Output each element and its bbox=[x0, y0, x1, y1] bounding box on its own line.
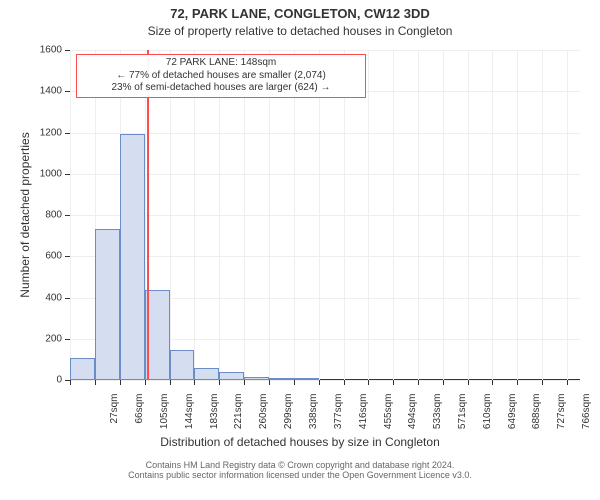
histogram-bar bbox=[70, 358, 95, 380]
xtick-mark bbox=[95, 380, 96, 385]
xtick-label: 610sqm bbox=[482, 394, 493, 444]
gridline-vertical bbox=[269, 50, 270, 380]
annotation-line-3: 23% of semi-detached houses are larger (… bbox=[83, 82, 359, 95]
xtick-mark bbox=[418, 380, 419, 385]
chart-subtitle: Size of property relative to detached ho… bbox=[0, 24, 600, 38]
xtick-label: 144sqm bbox=[184, 394, 195, 444]
xtick-mark bbox=[344, 380, 345, 385]
gridline-horizontal bbox=[70, 380, 580, 381]
chart-footer: Contains HM Land Registry data © Crown c… bbox=[0, 460, 600, 480]
footer-line: Contains HM Land Registry data © Crown c… bbox=[0, 460, 600, 470]
gridline-vertical bbox=[418, 50, 419, 380]
xtick-mark bbox=[368, 380, 369, 385]
histogram-bar bbox=[269, 378, 294, 380]
xtick-label: 221sqm bbox=[233, 394, 244, 444]
xtick-mark bbox=[517, 380, 518, 385]
xtick-label: 571sqm bbox=[457, 394, 468, 444]
gridline-vertical bbox=[170, 50, 171, 380]
gridline-vertical bbox=[443, 50, 444, 380]
xtick-mark bbox=[120, 380, 121, 385]
gridline-vertical bbox=[294, 50, 295, 380]
xtick-label: 416sqm bbox=[358, 394, 369, 444]
xtick-label: 455sqm bbox=[383, 394, 394, 444]
ytick-label: 1000 bbox=[0, 168, 62, 179]
ytick-label: 1200 bbox=[0, 127, 62, 138]
xtick-mark bbox=[443, 380, 444, 385]
ytick-label: 600 bbox=[0, 251, 62, 262]
gridline-vertical bbox=[468, 50, 469, 380]
gridline-vertical bbox=[194, 50, 195, 380]
xtick-mark bbox=[244, 380, 245, 385]
xtick-label: 533sqm bbox=[432, 394, 443, 444]
histogram-bar bbox=[294, 378, 319, 380]
chart-title: 72, PARK LANE, CONGLETON, CW12 3DD bbox=[0, 6, 600, 21]
gridline-vertical bbox=[368, 50, 369, 380]
histogram-bar bbox=[244, 377, 269, 380]
histogram-bar bbox=[170, 350, 194, 380]
xtick-label: 494sqm bbox=[407, 394, 418, 444]
xtick-mark bbox=[70, 380, 71, 385]
gridline-vertical bbox=[344, 50, 345, 380]
marker-annotation: 72 PARK LANE: 148sqm ← 77% of detached h… bbox=[76, 54, 366, 98]
ytick-label: 800 bbox=[0, 210, 62, 221]
ytick-label: 400 bbox=[0, 292, 62, 303]
gridline-vertical bbox=[319, 50, 320, 380]
ytick-label: 0 bbox=[0, 375, 62, 386]
xtick-label: 727sqm bbox=[556, 394, 567, 444]
property-size-chart: 72, PARK LANE, CONGLETON, CW12 3DD Size … bbox=[0, 0, 600, 500]
xtick-label: 338sqm bbox=[308, 394, 319, 444]
xtick-mark bbox=[269, 380, 270, 385]
gridline-vertical bbox=[70, 50, 71, 380]
annotation-line-2: ← 77% of detached houses are smaller (2,… bbox=[83, 70, 359, 83]
gridline-vertical bbox=[492, 50, 493, 380]
xtick-label: 688sqm bbox=[531, 394, 542, 444]
xtick-label: 105sqm bbox=[159, 394, 170, 444]
xtick-mark bbox=[492, 380, 493, 385]
xtick-mark bbox=[393, 380, 394, 385]
xtick-mark bbox=[170, 380, 171, 385]
annotation-line-1: 72 PARK LANE: 148sqm bbox=[83, 57, 359, 70]
histogram-bar bbox=[194, 368, 219, 380]
xtick-label: 66sqm bbox=[134, 394, 145, 444]
xtick-label: 27sqm bbox=[109, 394, 120, 444]
ytick-label: 200 bbox=[0, 333, 62, 344]
xtick-mark bbox=[145, 380, 146, 385]
gridline-vertical bbox=[517, 50, 518, 380]
xtick-mark bbox=[194, 380, 195, 385]
xtick-label: 649sqm bbox=[507, 394, 518, 444]
histogram-bar bbox=[120, 134, 145, 380]
xtick-label: 766sqm bbox=[581, 394, 592, 444]
histogram-bar bbox=[219, 372, 244, 380]
footer-line: Contains public sector information licen… bbox=[0, 470, 600, 480]
gridline-vertical bbox=[567, 50, 568, 380]
xtick-label: 377sqm bbox=[333, 394, 344, 444]
xtick-mark bbox=[294, 380, 295, 385]
xtick-mark bbox=[319, 380, 320, 385]
xtick-label: 183sqm bbox=[209, 394, 220, 444]
histogram-bar bbox=[95, 229, 120, 380]
xtick-label: 299sqm bbox=[283, 394, 294, 444]
xtick-mark bbox=[468, 380, 469, 385]
xtick-mark bbox=[219, 380, 220, 385]
gridline-vertical bbox=[542, 50, 543, 380]
gridline-vertical bbox=[244, 50, 245, 380]
ytick-label: 1600 bbox=[0, 45, 62, 56]
gridline-vertical bbox=[219, 50, 220, 380]
plot-area: 72 PARK LANE: 148sqm ← 77% of detached h… bbox=[70, 50, 580, 380]
xtick-label: 260sqm bbox=[258, 394, 269, 444]
gridline-vertical bbox=[393, 50, 394, 380]
xtick-mark bbox=[542, 380, 543, 385]
xtick-mark bbox=[567, 380, 568, 385]
ytick-label: 1400 bbox=[0, 86, 62, 97]
property-marker-line bbox=[147, 50, 149, 380]
